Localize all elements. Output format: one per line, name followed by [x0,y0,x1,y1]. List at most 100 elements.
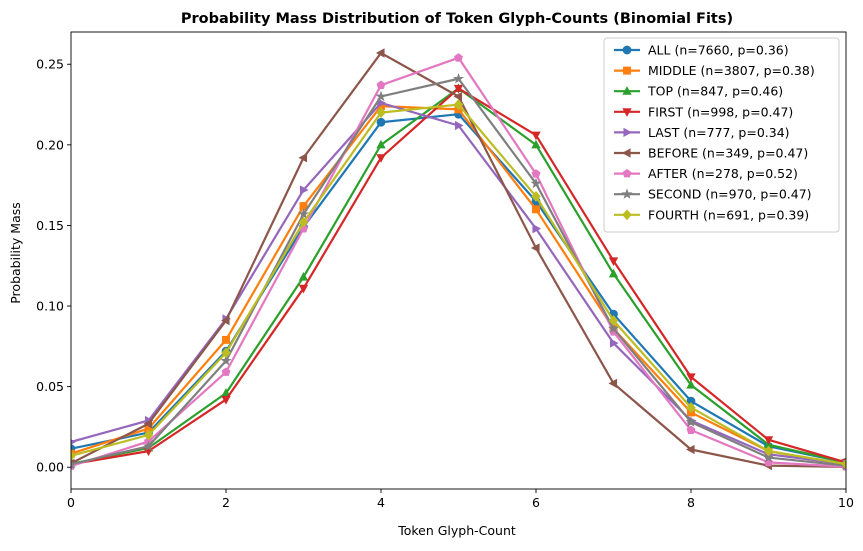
plot-area [71,48,846,471]
legend-entry-0: ALL (n=7660, p=0.36) [614,43,789,58]
legend-marker-8 [622,209,632,221]
x-tick-label-0: 0 [67,495,75,510]
legend-entry-8: FOURTH (n=691, p=0.39) [614,207,809,222]
data-point-3-8 [686,373,696,383]
legend-label-7: SECOND (n=970, p=0.47) [648,187,812,202]
legend-entry-3: FIRST (n=998, p=0.47) [614,104,793,119]
legend-marker-3 [622,108,632,117]
data-point-8-9 [763,445,774,457]
data-point-4-6 [532,223,542,234]
legend-entry-6: AFTER (n=278, p=0.52) [614,166,798,181]
data-point-4-7 [609,338,619,348]
data-point-7-7 [607,322,620,334]
data-point-6-4 [376,80,386,89]
plot-frame [70,31,847,490]
data-point-1-2 [222,335,230,344]
data-point-2-8 [686,379,696,389]
data-point-0-4 [376,117,386,127]
y-tick-label-2: 0.10 [36,299,64,314]
series-group [71,48,846,471]
x-tick-label-3: 6 [532,495,540,510]
legend-label-2: TOP (n=847, p=0.46) [647,84,783,99]
y-tick-label-3: 0.15 [36,218,64,233]
data-point-4-5 [454,120,464,131]
chart-title: Probability Mass Distribution of Token G… [181,11,733,27]
legend-marker-0 [622,45,632,55]
y-tick-label-5: 0.25 [36,57,64,72]
data-point-6-6 [531,169,541,178]
legend: ALL (n=7660, p=0.36) MIDDLE (n=3807, p=0.… [603,37,840,233]
legend-entry-4: LAST (n=777, p=0.34) [614,125,790,140]
data-point-8-3 [298,216,309,228]
legend-marker-4 [623,127,633,138]
legend-marker-1 [623,66,631,75]
data-point-4-0 [71,439,77,445]
data-point-5-2 [220,315,230,326]
series-7 [71,72,846,471]
data-point-2-4 [376,139,386,149]
x-tick-label-4: 8 [687,495,695,510]
data-point-7-1 [142,440,155,451]
legend-box [603,37,840,233]
y-tick-label-1: 0.05 [36,379,64,394]
legend-label-8: FOURTH (n=691, p=0.39) [648,207,809,222]
data-point-5-4 [375,48,385,58]
data-point-2-7 [608,268,619,278]
data-point-4-3 [299,185,309,195]
data-point-8-10 [841,458,846,470]
data-point-3-5 [453,84,464,94]
data-point-5-6 [530,243,540,253]
data-point-7-9 [762,451,775,463]
data-point-5-3 [298,153,308,163]
data-point-6-5 [454,53,463,62]
data-point-7-5 [452,72,465,84]
legend-entry-2: TOP (n=847, p=0.46) [614,84,783,99]
data-point-2-6 [531,139,541,149]
data-point-8-6 [531,190,541,202]
legend-label-4: LAST (n=777, p=0.34) [648,125,790,140]
data-point-3-2 [221,395,231,405]
legend-label-6: AFTER (n=278, p=0.52) [648,166,798,181]
data-point-1-6 [532,205,540,214]
data-point-5-7 [608,378,618,389]
legend-marker-6 [622,168,632,178]
y-axis-label: Probability Mass [8,202,23,304]
data-point-7-0 [71,458,77,470]
legend-label-5: BEFORE (n=349, p=0.47) [648,146,808,161]
data-point-5-5 [453,91,463,102]
data-point-7-6 [530,177,542,189]
data-point-8-2 [221,347,231,359]
x-tick-label-1: 2 [222,495,230,510]
data-point-8-7 [608,315,619,326]
data-point-6-2 [221,367,231,376]
series-6 [71,53,846,471]
legend-label-0: ALL (n=7660, p=0.36) [648,43,789,58]
data-point-8-4 [376,107,386,119]
data-point-3-3 [298,284,309,294]
data-point-3-9 [763,436,774,445]
x-tick-label-5: 10 [838,495,854,510]
legend-marker-5 [621,148,631,158]
data-point-3-4 [376,154,386,163]
x-tick-label-2: 4 [377,495,385,510]
series-8 [71,99,846,470]
data-point-7-3 [297,208,310,219]
data-point-2-3 [298,271,309,281]
data-point-7-8 [685,416,697,427]
data-point-8-1 [143,429,154,441]
x-axis-label: Token Glyph-Count [397,523,516,538]
data-point-8-5 [453,99,464,110]
data-point-8-0 [71,450,76,462]
data-point-5-1 [143,419,153,429]
data-point-3-7 [608,257,619,266]
legend-entry-7: SECOND (n=970, p=0.47) [614,187,812,202]
y-tick-label-4: 0.20 [36,137,64,152]
legend-entry-1: MIDDLE (n=3807, p=0.38) [614,63,815,78]
legend-entry-5: BEFORE (n=349, p=0.47) [614,146,808,161]
legend-label-1: MIDDLE (n=3807, p=0.38) [648,63,815,78]
data-point-8-8 [686,402,696,414]
axes: 0 2 4 6 8 10 0.00 0.05 0.10 0.15 0.20 0.25 [36,31,854,510]
legend-marker-2 [622,86,632,95]
data-point-7-2 [220,355,232,366]
